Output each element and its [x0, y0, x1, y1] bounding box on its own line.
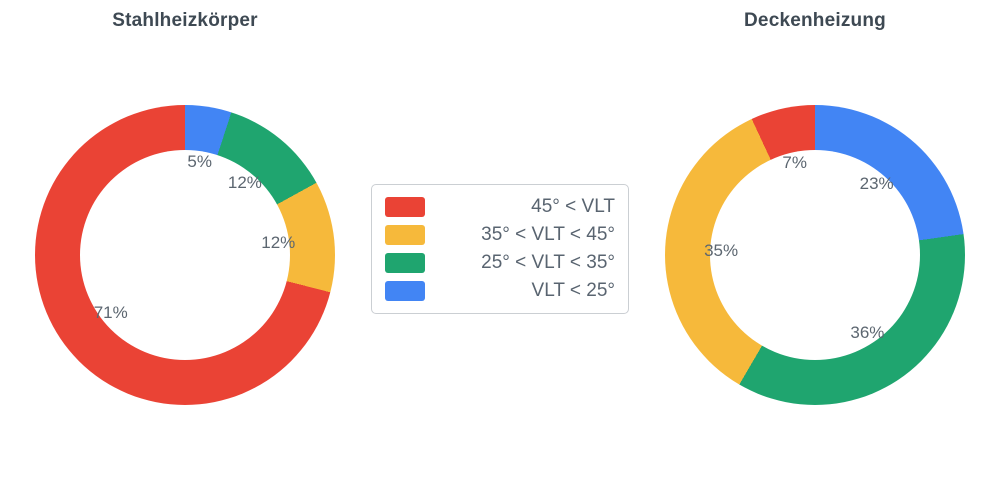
legend-label: 35° < VLT < 45°	[481, 224, 615, 245]
legend-item: VLT < 25°	[385, 279, 615, 303]
slice-percent-label: 35%	[704, 240, 739, 260]
slice-percent-label: 5%	[187, 152, 212, 172]
slice-percent-label: 7%	[782, 153, 807, 173]
chart-title-left: Stahlheizkörper	[112, 10, 258, 31]
chart-title-right: Deckenheizung	[744, 10, 886, 31]
legend-swatch-green	[385, 253, 425, 273]
slice-percent-label: 12%	[261, 233, 296, 253]
legend-item: 45° < VLT	[385, 195, 615, 219]
donut-hole-right	[710, 150, 920, 360]
chart-deckenheizung: Deckenheizung 23% 36% 35% 7%	[665, 10, 965, 430]
legend-item: 25° < VLT < 35°	[385, 251, 615, 275]
donut-right: 23% 36% 35% 7%	[665, 105, 965, 405]
chart-stahlheizkoerper: Stahlheizkörper 5% 12% 12% 71%	[35, 10, 335, 430]
legend-swatch-red	[385, 197, 425, 217]
legend: 45° < VLT 35° < VLT < 45° 25° < VLT < 35…	[371, 184, 629, 314]
slice-percent-label: 12%	[227, 172, 262, 192]
legend-swatch-blue	[385, 281, 425, 301]
donut-hole-left	[80, 150, 290, 360]
legend-swatch-yellow	[385, 225, 425, 245]
slice-percent-label: 23%	[859, 174, 894, 194]
slice-percent-label: 71%	[93, 302, 128, 322]
slice-percent-label: 36%	[850, 323, 885, 343]
legend-label: 45° < VLT	[531, 196, 615, 217]
legend-label: 25° < VLT < 35°	[481, 252, 615, 273]
donut-left: 5% 12% 12% 71%	[35, 105, 335, 405]
legend-label: VLT < 25°	[531, 280, 615, 301]
legend-item: 35° < VLT < 45°	[385, 223, 615, 247]
